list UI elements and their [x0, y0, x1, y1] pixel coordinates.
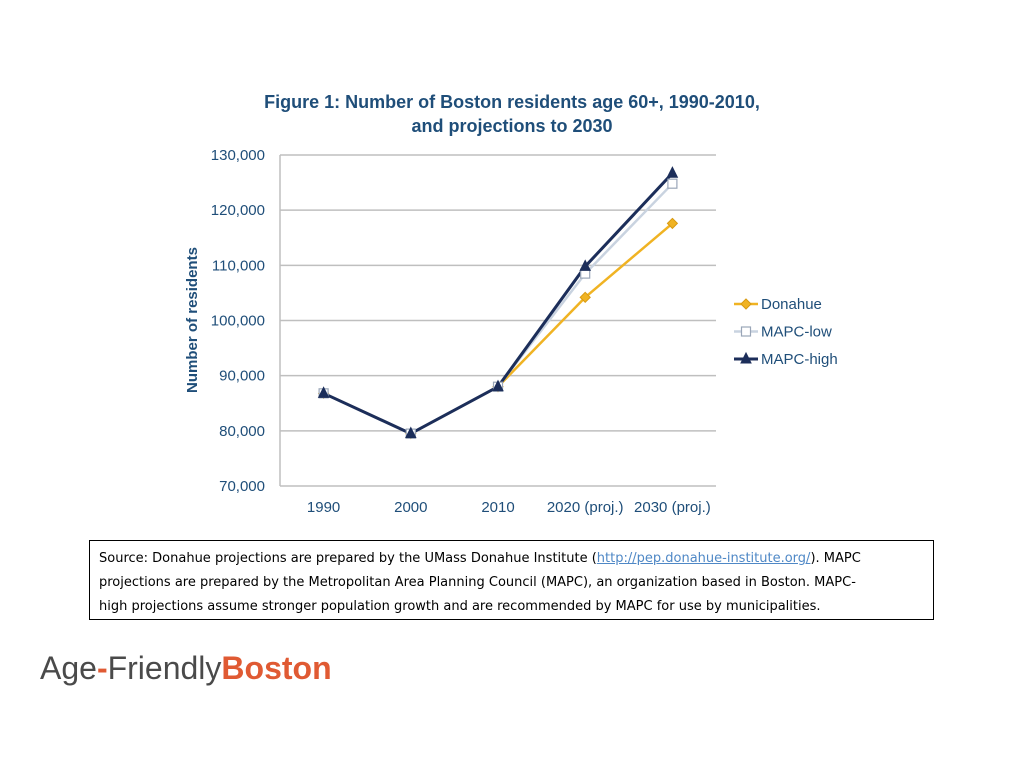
- legend-label-mapc-high: MAPC-high: [761, 351, 838, 368]
- y-tick-label: 120,000: [211, 202, 265, 219]
- age-friendly-boston-logo: Age-FriendlyBoston: [40, 650, 332, 687]
- data-point-mapc-low: [667, 178, 678, 189]
- y-tick-label: 70,000: [219, 478, 265, 495]
- y-tick-label: 80,000: [219, 423, 265, 440]
- x-tick-label: 2000: [394, 499, 427, 516]
- source-note: Source: Donahue projections are prepared…: [89, 540, 934, 620]
- y-tick-label: 110,000: [212, 257, 265, 274]
- x-tick-label: 2010: [481, 499, 514, 516]
- legend-label-donahue: Donahue: [761, 296, 822, 313]
- chart: Figure 1: Number of Boston residents age…: [184, 92, 838, 516]
- chart-title-line-2: and projections to 2030: [411, 116, 612, 136]
- source-line-2: projections are prepared by the Metropol…: [99, 575, 856, 590]
- legend-marker-donahue: [740, 298, 752, 310]
- legend-marker-mapc-low: [740, 326, 752, 337]
- data-point-donahue: [579, 291, 591, 304]
- series-line-donahue: [323, 222, 674, 435]
- source-line-3: high projections assume stronger populat…: [99, 599, 821, 614]
- x-tick-label: 2030 (proj.): [634, 499, 711, 516]
- data-point-mapc-high: [579, 259, 592, 271]
- data-point-mapc-high: [317, 386, 330, 398]
- logo-word-friendly: Friendly: [107, 650, 222, 686]
- data-point-donahue: [666, 217, 679, 230]
- y-axis-label: Number of residents: [184, 247, 201, 393]
- logo-word-boston: Boston: [221, 650, 332, 686]
- y-tick-label: 130,000: [211, 147, 265, 164]
- logo-word-age: Age: [40, 650, 97, 686]
- chart-title-line-1: Figure 1: Number of Boston residents age…: [264, 92, 760, 112]
- data-point-mapc-high: [404, 426, 417, 439]
- series-line-mapc-low: [323, 182, 674, 435]
- y-tick-label: 90,000: [219, 368, 265, 385]
- source-link[interactable]: http://pep.donahue-institute.org/: [596, 551, 811, 566]
- source-line-1: Source: Donahue projections are prepared…: [99, 551, 861, 566]
- logo-hyphen: -: [96, 650, 108, 686]
- data-point-mapc-high: [666, 166, 679, 178]
- legend-marker-mapc-high: [740, 351, 752, 364]
- data-point-mapc-high: [492, 379, 504, 392]
- x-tick-label: 2020 (proj.): [547, 499, 624, 516]
- series-line-mapc-high: [322, 172, 674, 436]
- legend-label-mapc-low: MAPC-low: [761, 324, 832, 341]
- y-tick-label: 100,000: [211, 313, 265, 330]
- x-tick-label: 1990: [307, 499, 340, 516]
